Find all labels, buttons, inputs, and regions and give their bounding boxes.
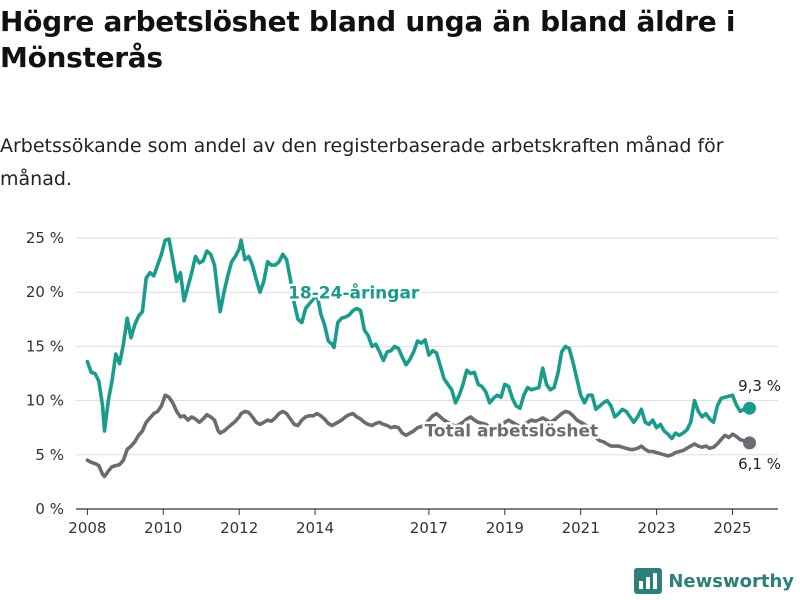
series-lines <box>85 237 757 479</box>
y-tick-label: 0 % <box>35 500 64 518</box>
series-label-total: Total arbetslöshet <box>425 421 599 441</box>
brand-name: Newsworthy <box>668 570 794 592</box>
y-tick-label: 5 % <box>35 446 64 464</box>
x-tick-label: 2025 <box>713 519 751 537</box>
youth-unemployment-line <box>85 237 752 441</box>
x-tick-label: 2019 <box>486 519 524 537</box>
newsworthy-logo-icon <box>634 568 663 594</box>
end-value-total: 6,1 % <box>738 455 781 473</box>
chart-title: Högre arbetslöshet bland unga än bland ä… <box>0 5 736 74</box>
x-tick-label: 2008 <box>68 519 106 537</box>
y-tick-label: 25 % <box>26 229 64 247</box>
x-tick-label: 2023 <box>637 519 675 537</box>
brand-logo: Newsworthy <box>634 568 794 594</box>
chart-subtitle: Arbetssökande som andel av den registerb… <box>0 135 724 190</box>
x-tick-label: 2017 <box>410 519 448 537</box>
series-end-point <box>743 401 757 415</box>
x-tick-label: 2010 <box>144 519 182 537</box>
x-axis: 2008 2010 2012 2014 2017 2019 2021 2023 2025 <box>68 509 752 537</box>
series-end-point <box>743 436 757 450</box>
y-tick-label: 15 % <box>26 337 64 355</box>
total-unemployment-line <box>85 393 752 479</box>
series-labels: 18-24-åringar Total arbetslöshet 9,3 % 6,1 … <box>286 279 783 475</box>
series-label-youth: 18-24-åringar <box>288 282 420 304</box>
y-tick-label: 20 % <box>26 283 64 301</box>
x-tick-label: 2014 <box>296 519 334 537</box>
end-value-youth: 9,3 % <box>738 377 781 395</box>
x-tick-label: 2012 <box>220 519 258 537</box>
y-tick-label: 10 % <box>26 392 64 410</box>
y-axis: 0 % 5 % 10 % 15 % 20 % 25 % <box>26 229 64 518</box>
x-tick-label: 2021 <box>562 519 600 537</box>
